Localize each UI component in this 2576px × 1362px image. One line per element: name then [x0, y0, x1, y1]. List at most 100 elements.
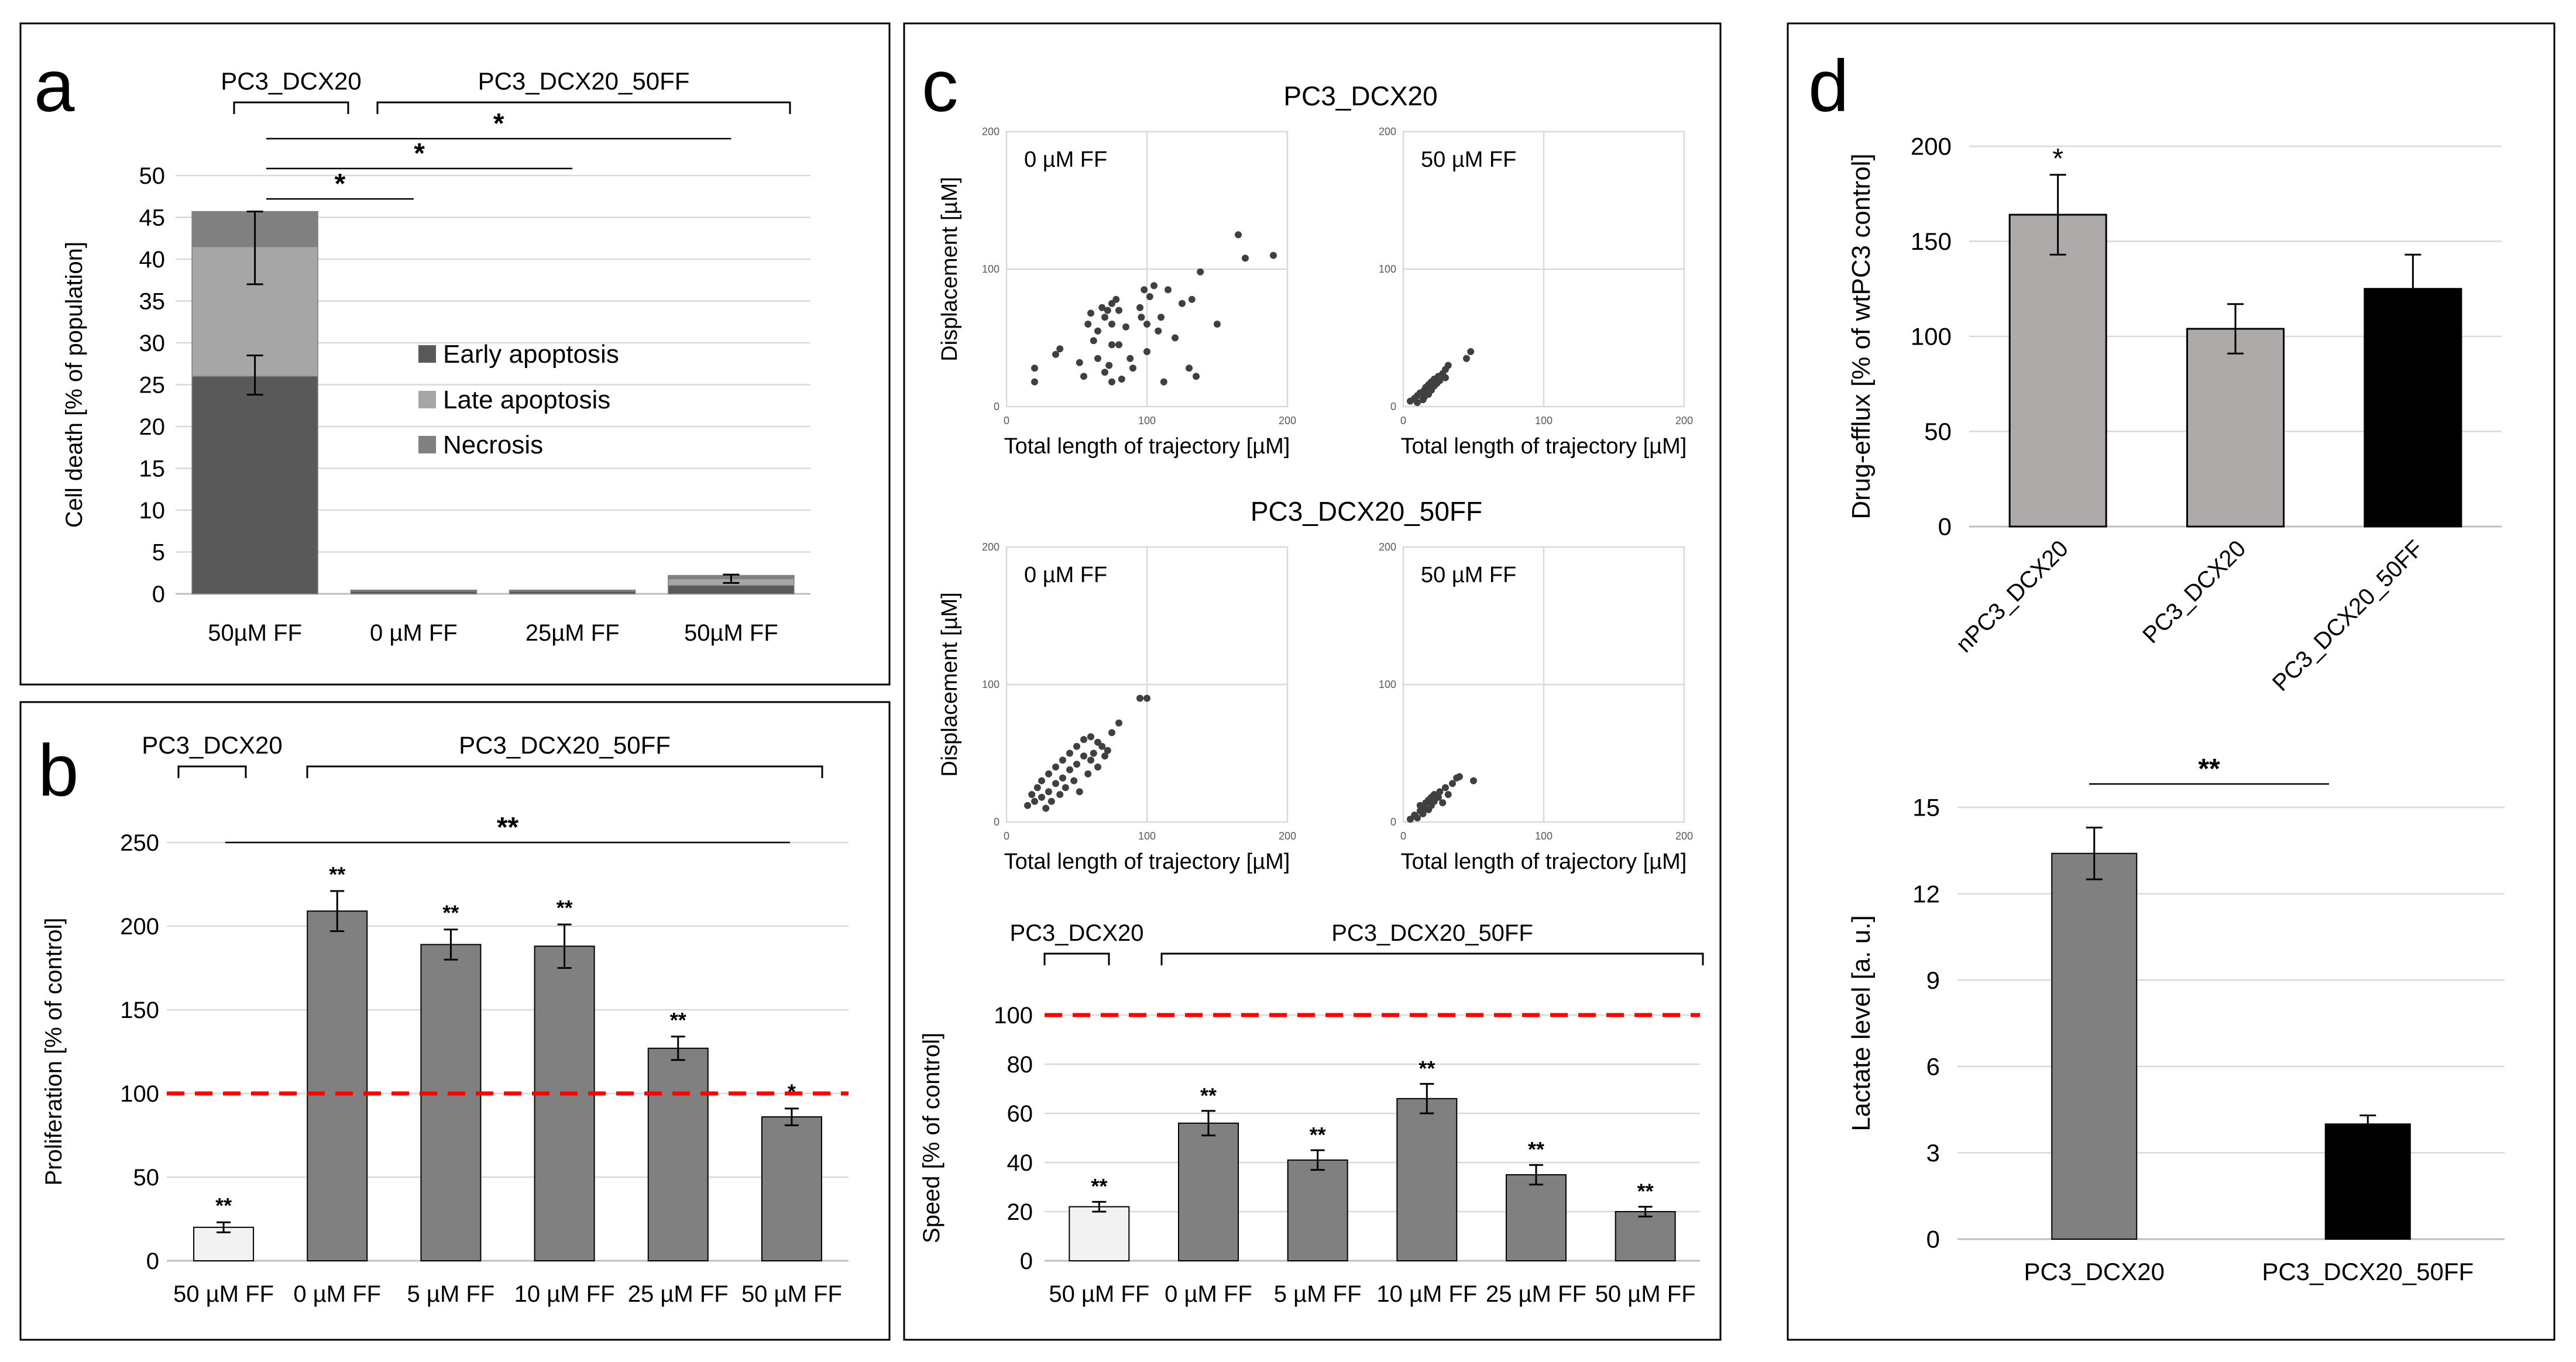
c-scatter-4-point	[1436, 788, 1444, 796]
c-scatter-2-x-tick: 0	[1400, 415, 1406, 427]
d-lactate-significance-label: **	[2198, 754, 2220, 785]
c-scatter-3-point	[1028, 791, 1036, 798]
c-scatter-3-point	[1098, 742, 1106, 750]
c-speed-group-label: PC3_DCX20	[1009, 920, 1143, 946]
c-scatter-2-point	[1467, 348, 1475, 355]
c-scatter-1-point	[1094, 355, 1101, 362]
a-y-tick: 25	[139, 373, 166, 398]
d-efflux-y-tick: 50	[1924, 418, 1952, 445]
a-y-tick: 5	[152, 540, 165, 566]
d-lactate-y-axis-label: Lactate level [a. u.]	[1847, 915, 1876, 1131]
d-efflux-bar	[2186, 328, 2285, 528]
a-x-tick: 50µM FF	[208, 620, 302, 646]
c-scatter-4-annotation: 50 µM FF	[1421, 563, 1516, 587]
a-y-axis-label: Cell death [% of population]	[61, 242, 87, 528]
b-data-label: **	[442, 901, 459, 925]
c-scatter-3-point	[1024, 802, 1031, 809]
a-y-tick: 30	[139, 331, 166, 356]
d-lactate-y-tick: 9	[1926, 967, 1940, 994]
c-scatter-3-point	[1090, 749, 1097, 757]
panel-b-frame	[19, 701, 891, 1341]
c-scatter-3-point	[1033, 784, 1041, 792]
c-scatter-2-x-tick: 200	[1675, 415, 1693, 427]
c-scatter-4-point	[1419, 810, 1427, 817]
c-speed-group-bracket	[1160, 952, 1704, 965]
c-scatter-2-y-tick: 100	[1379, 263, 1396, 275]
c-scatter-3-point	[1047, 797, 1055, 805]
c-scatter-4-point	[1449, 780, 1456, 787]
c-speed-bar	[1615, 1211, 1676, 1261]
b-bar	[420, 944, 482, 1261]
c-scatter-3-annotation: 0 µM FF	[1024, 563, 1107, 587]
c-speed-group-label: PC3_DCX20_50FF	[1331, 920, 1533, 946]
b-bar	[534, 945, 595, 1261]
c-scatter-1-annotation: 0 µM FF	[1024, 147, 1107, 172]
c-scatter-4-point	[1414, 814, 1421, 821]
c-speed-y-tick: 40	[1007, 1150, 1033, 1176]
d-lactate-y-tick: 6	[1926, 1053, 1940, 1081]
panel-a-frame	[19, 22, 891, 686]
c-scatter-1-x-axis-label: Total length of trajectory [µM]	[1004, 434, 1290, 459]
c-scatter-4-y-tick: 100	[1379, 679, 1396, 690]
a-group-label: PC3_DCX20_50FF	[478, 67, 690, 95]
c-speed-y-tick: 0	[1020, 1248, 1033, 1274]
c-scatter-3-point	[1066, 766, 1073, 773]
c-scatter-3-point	[1062, 784, 1069, 792]
d-efflux-y-tick: 100	[1911, 323, 1952, 350]
d-lactate-y-tick: 12	[1912, 880, 1940, 907]
c-scatter-1-point	[1193, 373, 1200, 380]
c-scatter-1-point	[1031, 364, 1038, 372]
c-scatter-1-point	[1108, 341, 1115, 349]
c-scatter-3-point	[1059, 774, 1066, 782]
c-scatter-2-annotation: 50 µM FF	[1421, 147, 1516, 172]
c-scatter-4-x-tick: 100	[1535, 830, 1553, 842]
c-scatter-1-point	[1087, 309, 1094, 317]
c-scatter-1-point	[1160, 378, 1167, 386]
c-scatter-3-x-axis-label: Total length of trajectory [µM]	[1004, 849, 1290, 874]
c-scatter-1-point	[1098, 304, 1106, 311]
c-speed-y-tick: 60	[1007, 1101, 1033, 1127]
d-efflux-y-tick: 0	[1938, 513, 1952, 541]
c-scatter-2-x-tick: 100	[1535, 415, 1553, 427]
b-significance-label: **	[497, 812, 519, 843]
d-efflux-data-label: *	[2052, 143, 2063, 174]
c-scatter-1-y-tick: 200	[982, 126, 1000, 137]
c-scatter-4-point	[1439, 799, 1447, 807]
c-scatter-1-x-tick: 100	[1138, 415, 1156, 427]
b-x-tick: 50 µM FF	[173, 1281, 274, 1307]
c-scatter-1-point	[1143, 348, 1150, 355]
c-scatter-3-point	[1045, 770, 1052, 778]
c-scatter-3-point	[1056, 791, 1064, 798]
c-scatter-2-point	[1414, 398, 1421, 406]
c-scatter-3-point	[1136, 694, 1143, 702]
a-significance-label: *	[414, 138, 425, 169]
c-scatter-1-point	[1090, 337, 1097, 345]
c-scatter-1-point	[1141, 286, 1148, 294]
c-scatter-1-point	[1150, 282, 1158, 290]
c-scatter-3-point	[1108, 729, 1115, 737]
c-scatter-1-point	[1158, 314, 1165, 321]
d-efflux-y-axis-label: Drug-efflux [% of wtPC3 control]	[1847, 153, 1876, 519]
chart-a: 0 5 10 15 20 25 30 35 40 45 50 Cell death [% of pop…	[61, 67, 810, 646]
c-scatter-3-subtitle: PC3_DCX20_50FF	[1251, 496, 1482, 527]
c-scatter-3-point	[1038, 793, 1045, 801]
c-scatter-1-y-tick: 100	[982, 263, 1000, 275]
c-scatter-1-point	[1126, 355, 1134, 362]
panel-d-frame	[1787, 22, 2556, 1341]
a-y-tick: 35	[139, 289, 166, 315]
c-scatter-4-point	[1456, 773, 1463, 780]
b-y-tick: 250	[120, 830, 159, 856]
c-scatter-1-x-tick: 200	[1279, 415, 1296, 427]
d-efflux-bar	[2008, 214, 2107, 528]
c-speed-x-tick: 0 µM FF	[1165, 1281, 1252, 1307]
b-x-tick: 0 µM FF	[293, 1281, 381, 1307]
c-scatter-3-point	[1080, 736, 1087, 743]
c-speed-data-label: **	[1310, 1123, 1326, 1147]
c-scatter-1-point	[1242, 254, 1249, 262]
b-bar	[761, 1116, 822, 1262]
c-scatter-2-point	[1444, 362, 1452, 369]
c-speed-data-label: **	[1637, 1179, 1654, 1203]
c-scatter-1-point	[1136, 304, 1143, 311]
c-scatter-1-point	[1108, 378, 1115, 386]
panel-letter-d: d	[1808, 46, 1849, 127]
